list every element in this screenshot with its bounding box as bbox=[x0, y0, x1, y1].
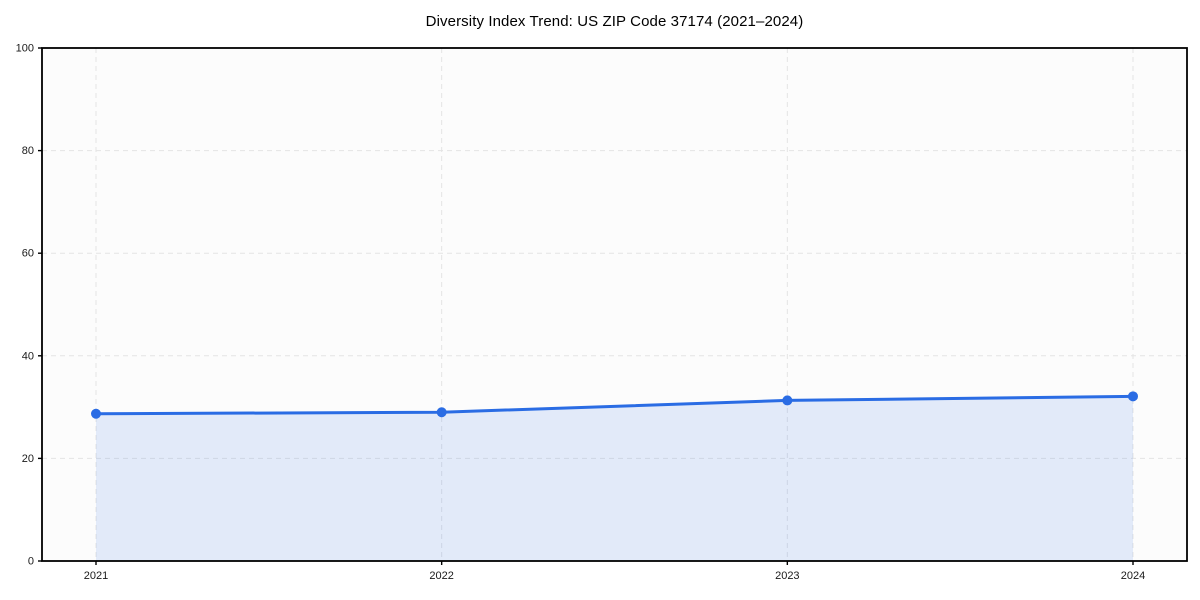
y-tick-label: 0 bbox=[28, 556, 34, 568]
y-tick-label: 20 bbox=[22, 453, 34, 465]
y-tick-label: 80 bbox=[22, 145, 34, 157]
axes-border bbox=[41, 47, 1188, 562]
area-fill bbox=[96, 396, 1133, 561]
x-tick-label: 2023 bbox=[775, 570, 799, 582]
y-tick-label: 60 bbox=[22, 248, 34, 260]
data-point-2024 bbox=[1128, 391, 1138, 402]
y-tick-label: 100 bbox=[16, 43, 34, 55]
x-tick-label: 2024 bbox=[1121, 570, 1145, 582]
trend-line bbox=[94, 394, 1135, 416]
data-point-2023 bbox=[782, 395, 793, 406]
x-tick-label: 2022 bbox=[429, 570, 453, 582]
chart-title: Diversity Index Trend: US ZIP Code 37174… bbox=[425, 13, 804, 30]
data-point-2021 bbox=[91, 408, 101, 419]
x-tick-label: 2021 bbox=[84, 570, 108, 582]
data-point-2022 bbox=[436, 407, 447, 418]
plot-area bbox=[42, 48, 1187, 561]
y-tick-label: 40 bbox=[22, 350, 34, 362]
